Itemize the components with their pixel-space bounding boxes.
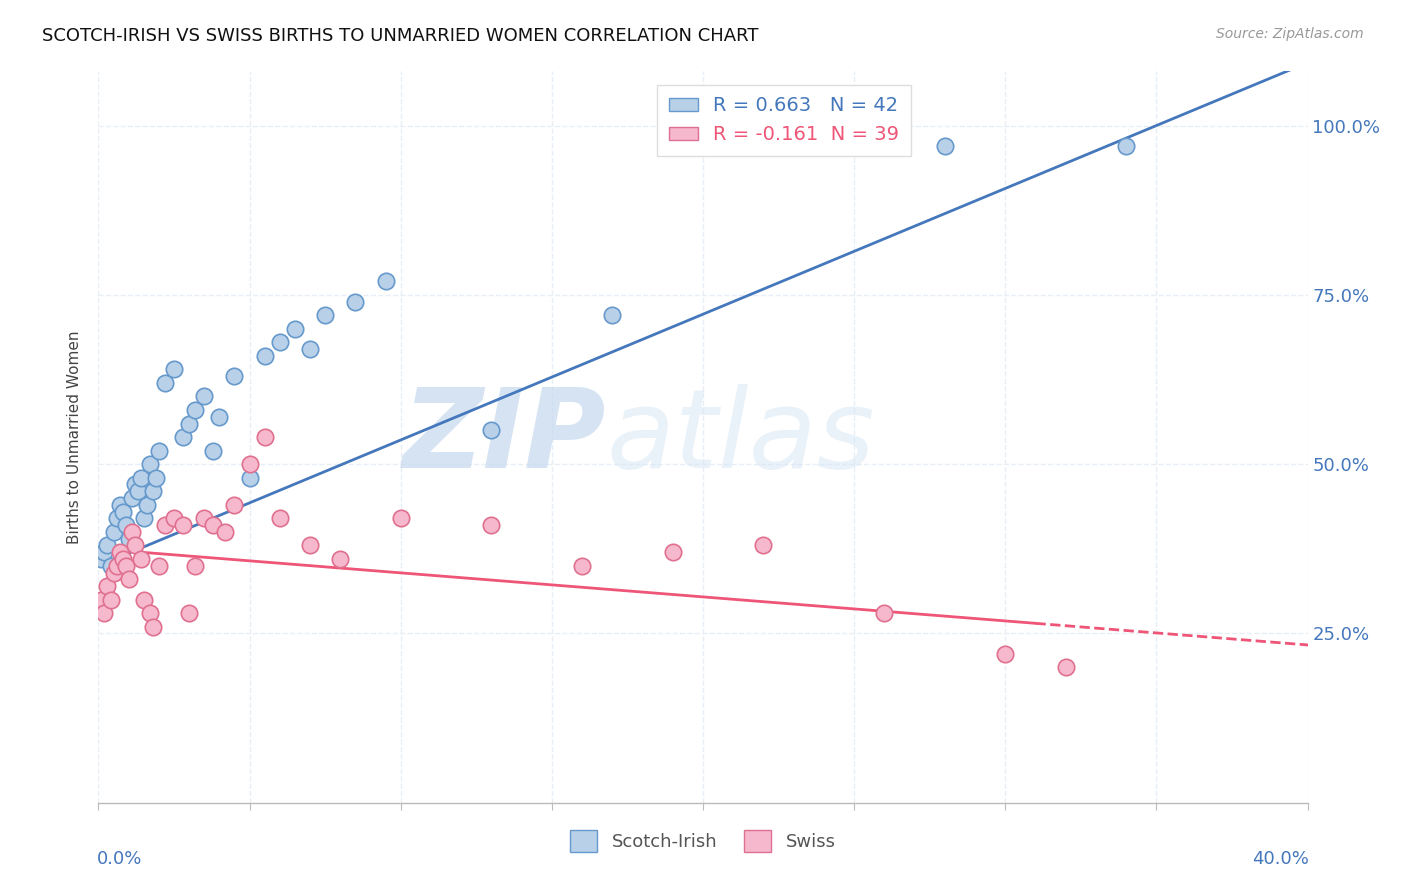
Text: 40.0%: 40.0% bbox=[1251, 850, 1309, 868]
Point bbox=[299, 342, 322, 356]
Point bbox=[224, 369, 246, 384]
Point bbox=[172, 518, 194, 533]
Point bbox=[193, 511, 215, 525]
Point bbox=[153, 518, 176, 533]
Point bbox=[193, 389, 215, 403]
Point bbox=[111, 552, 134, 566]
Point bbox=[661, 545, 683, 559]
Point bbox=[269, 511, 291, 525]
Point bbox=[153, 376, 176, 390]
Point bbox=[344, 294, 367, 309]
Point bbox=[139, 457, 162, 471]
Point bbox=[1115, 139, 1137, 153]
Point bbox=[389, 511, 412, 525]
Point bbox=[90, 592, 112, 607]
Point bbox=[132, 592, 155, 607]
Point bbox=[269, 335, 291, 350]
Point bbox=[103, 524, 125, 539]
Point bbox=[329, 552, 352, 566]
Text: ZIP: ZIP bbox=[402, 384, 606, 491]
Point bbox=[105, 511, 128, 525]
Point bbox=[179, 606, 201, 620]
Point bbox=[163, 511, 186, 525]
Point bbox=[873, 606, 896, 620]
Point bbox=[100, 592, 122, 607]
Point bbox=[184, 403, 207, 417]
Point bbox=[239, 457, 262, 471]
Point bbox=[121, 524, 143, 539]
Text: SCOTCH-IRISH VS SWISS BIRTHS TO UNMARRIED WOMEN CORRELATION CHART: SCOTCH-IRISH VS SWISS BIRTHS TO UNMARRIE… bbox=[42, 27, 759, 45]
Point bbox=[314, 308, 336, 322]
Point bbox=[163, 362, 186, 376]
Point bbox=[752, 139, 775, 153]
Point bbox=[114, 558, 136, 573]
Point bbox=[239, 471, 262, 485]
Point bbox=[253, 430, 276, 444]
Point bbox=[224, 498, 246, 512]
Point bbox=[571, 558, 593, 573]
Point bbox=[124, 477, 146, 491]
Point bbox=[299, 538, 322, 552]
Y-axis label: Births to Unmarried Women: Births to Unmarried Women bbox=[67, 330, 83, 544]
Legend: Scotch-Irish, Swiss: Scotch-Irish, Swiss bbox=[562, 823, 844, 860]
Point bbox=[118, 532, 141, 546]
Point bbox=[129, 552, 152, 566]
Point bbox=[202, 518, 225, 533]
Point bbox=[142, 620, 165, 634]
Point bbox=[111, 505, 134, 519]
Point bbox=[129, 471, 152, 485]
Point bbox=[108, 498, 131, 512]
Point bbox=[142, 484, 165, 499]
Point bbox=[108, 545, 131, 559]
Point bbox=[214, 524, 236, 539]
Point bbox=[148, 443, 170, 458]
Point bbox=[103, 566, 125, 580]
Point bbox=[121, 491, 143, 505]
Point bbox=[172, 430, 194, 444]
Point bbox=[93, 545, 115, 559]
Point bbox=[114, 518, 136, 533]
Point bbox=[202, 443, 225, 458]
Point bbox=[132, 511, 155, 525]
Point bbox=[934, 139, 956, 153]
Point bbox=[374, 274, 396, 288]
Point bbox=[135, 498, 157, 512]
Text: atlas: atlas bbox=[606, 384, 875, 491]
Point bbox=[96, 579, 118, 593]
Point bbox=[208, 409, 231, 424]
Point bbox=[124, 538, 146, 552]
Point bbox=[253, 349, 276, 363]
Point bbox=[118, 572, 141, 586]
Text: 0.0%: 0.0% bbox=[97, 850, 142, 868]
Point bbox=[105, 558, 128, 573]
Point bbox=[90, 552, 112, 566]
Point bbox=[100, 558, 122, 573]
Point bbox=[602, 308, 624, 322]
Point bbox=[148, 558, 170, 573]
Point bbox=[1054, 660, 1077, 674]
Point bbox=[752, 538, 775, 552]
Point bbox=[93, 606, 115, 620]
Point bbox=[127, 484, 149, 499]
Point bbox=[284, 322, 307, 336]
Text: Source: ZipAtlas.com: Source: ZipAtlas.com bbox=[1216, 27, 1364, 41]
Point bbox=[179, 417, 201, 431]
Point bbox=[481, 423, 503, 437]
Point bbox=[145, 471, 167, 485]
Point bbox=[184, 558, 207, 573]
Point bbox=[994, 647, 1017, 661]
Point bbox=[139, 606, 162, 620]
Point bbox=[481, 518, 503, 533]
Point bbox=[96, 538, 118, 552]
